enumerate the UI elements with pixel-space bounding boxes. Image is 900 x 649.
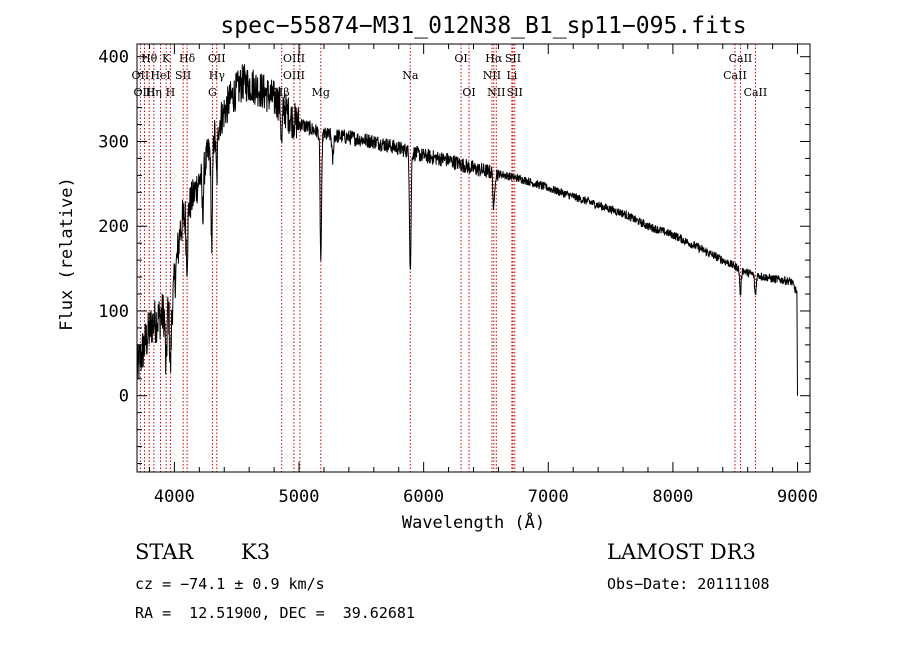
- x-tick-label: 7000: [528, 487, 569, 507]
- spectral-line-label: OII: [132, 69, 150, 82]
- observation-date: Obs−Date: 20111108: [607, 575, 770, 593]
- spectral-line-label: OI: [454, 52, 467, 65]
- spectral-line-label: CaII: [744, 86, 768, 99]
- y-tick-label: 300: [98, 132, 129, 152]
- spectral-line-label: OIII: [133, 86, 155, 99]
- plot-frame: [136, 43, 811, 473]
- x-tick-label: 5000: [279, 487, 320, 507]
- spectral-line-label: G: [208, 86, 217, 99]
- x-tick-label: 8000: [652, 487, 693, 507]
- coordinates: RA = 12.51900, DEC = 39.62681: [135, 604, 415, 622]
- y-tick-label: 0: [119, 387, 129, 407]
- x-tick-label: 6000: [403, 487, 444, 507]
- chart-title: spec−55874−M31_012N38_B1_sp11−095.fits: [220, 13, 746, 39]
- spectral-line-label: SII: [505, 52, 521, 65]
- spectrum-line: [136, 64, 798, 396]
- spectral-line-label: Hδ: [179, 52, 196, 65]
- spectral-line-label: Hθ: [141, 52, 158, 65]
- y-axis-label: Flux (relative): [57, 177, 77, 331]
- redshift-velocity: cz = −74.1 ± 0.9 km/s: [135, 575, 325, 593]
- spectral-line-label: Mg: [312, 86, 330, 99]
- spectral-line-label: CaII: [729, 52, 753, 65]
- y-tick-label: 100: [98, 302, 129, 322]
- y-tick-label: 200: [98, 217, 129, 237]
- spectral-line-label: SII: [175, 69, 191, 82]
- spectral-line-label: H: [166, 86, 176, 99]
- spectral-line-label: Hη: [146, 86, 162, 99]
- object-subclass: K3: [241, 540, 271, 564]
- spectral-line-label: SII: [507, 86, 523, 99]
- object-class: STAR: [135, 540, 194, 564]
- spectral-line-label: K: [162, 52, 171, 65]
- y-tick-label: 400: [98, 48, 129, 68]
- spectral-line-label: OIII: [283, 52, 305, 65]
- spectral-line-label: NII: [487, 86, 505, 99]
- spectral-line-label: Na: [402, 69, 419, 82]
- spectral-line-label: Li: [506, 69, 517, 82]
- spectral-line-label: Hγ: [209, 69, 226, 82]
- x-tick-label: 4000: [154, 487, 195, 507]
- spectral-line-label: HeI: [150, 69, 170, 82]
- spectral-line-label: OI: [462, 86, 475, 99]
- spectral-line-label: NII: [483, 69, 501, 82]
- x-tick-label: 9000: [777, 487, 818, 507]
- x-axis-label: Wavelength (Å): [402, 511, 545, 533]
- spectral-line-label: CaII: [723, 69, 747, 82]
- spectral-line-label: OIII: [283, 69, 305, 82]
- spectral-line-label: OII: [208, 52, 226, 65]
- survey-name: LAMOST DR3: [607, 540, 756, 564]
- spectral-line-label: Hα: [485, 52, 503, 65]
